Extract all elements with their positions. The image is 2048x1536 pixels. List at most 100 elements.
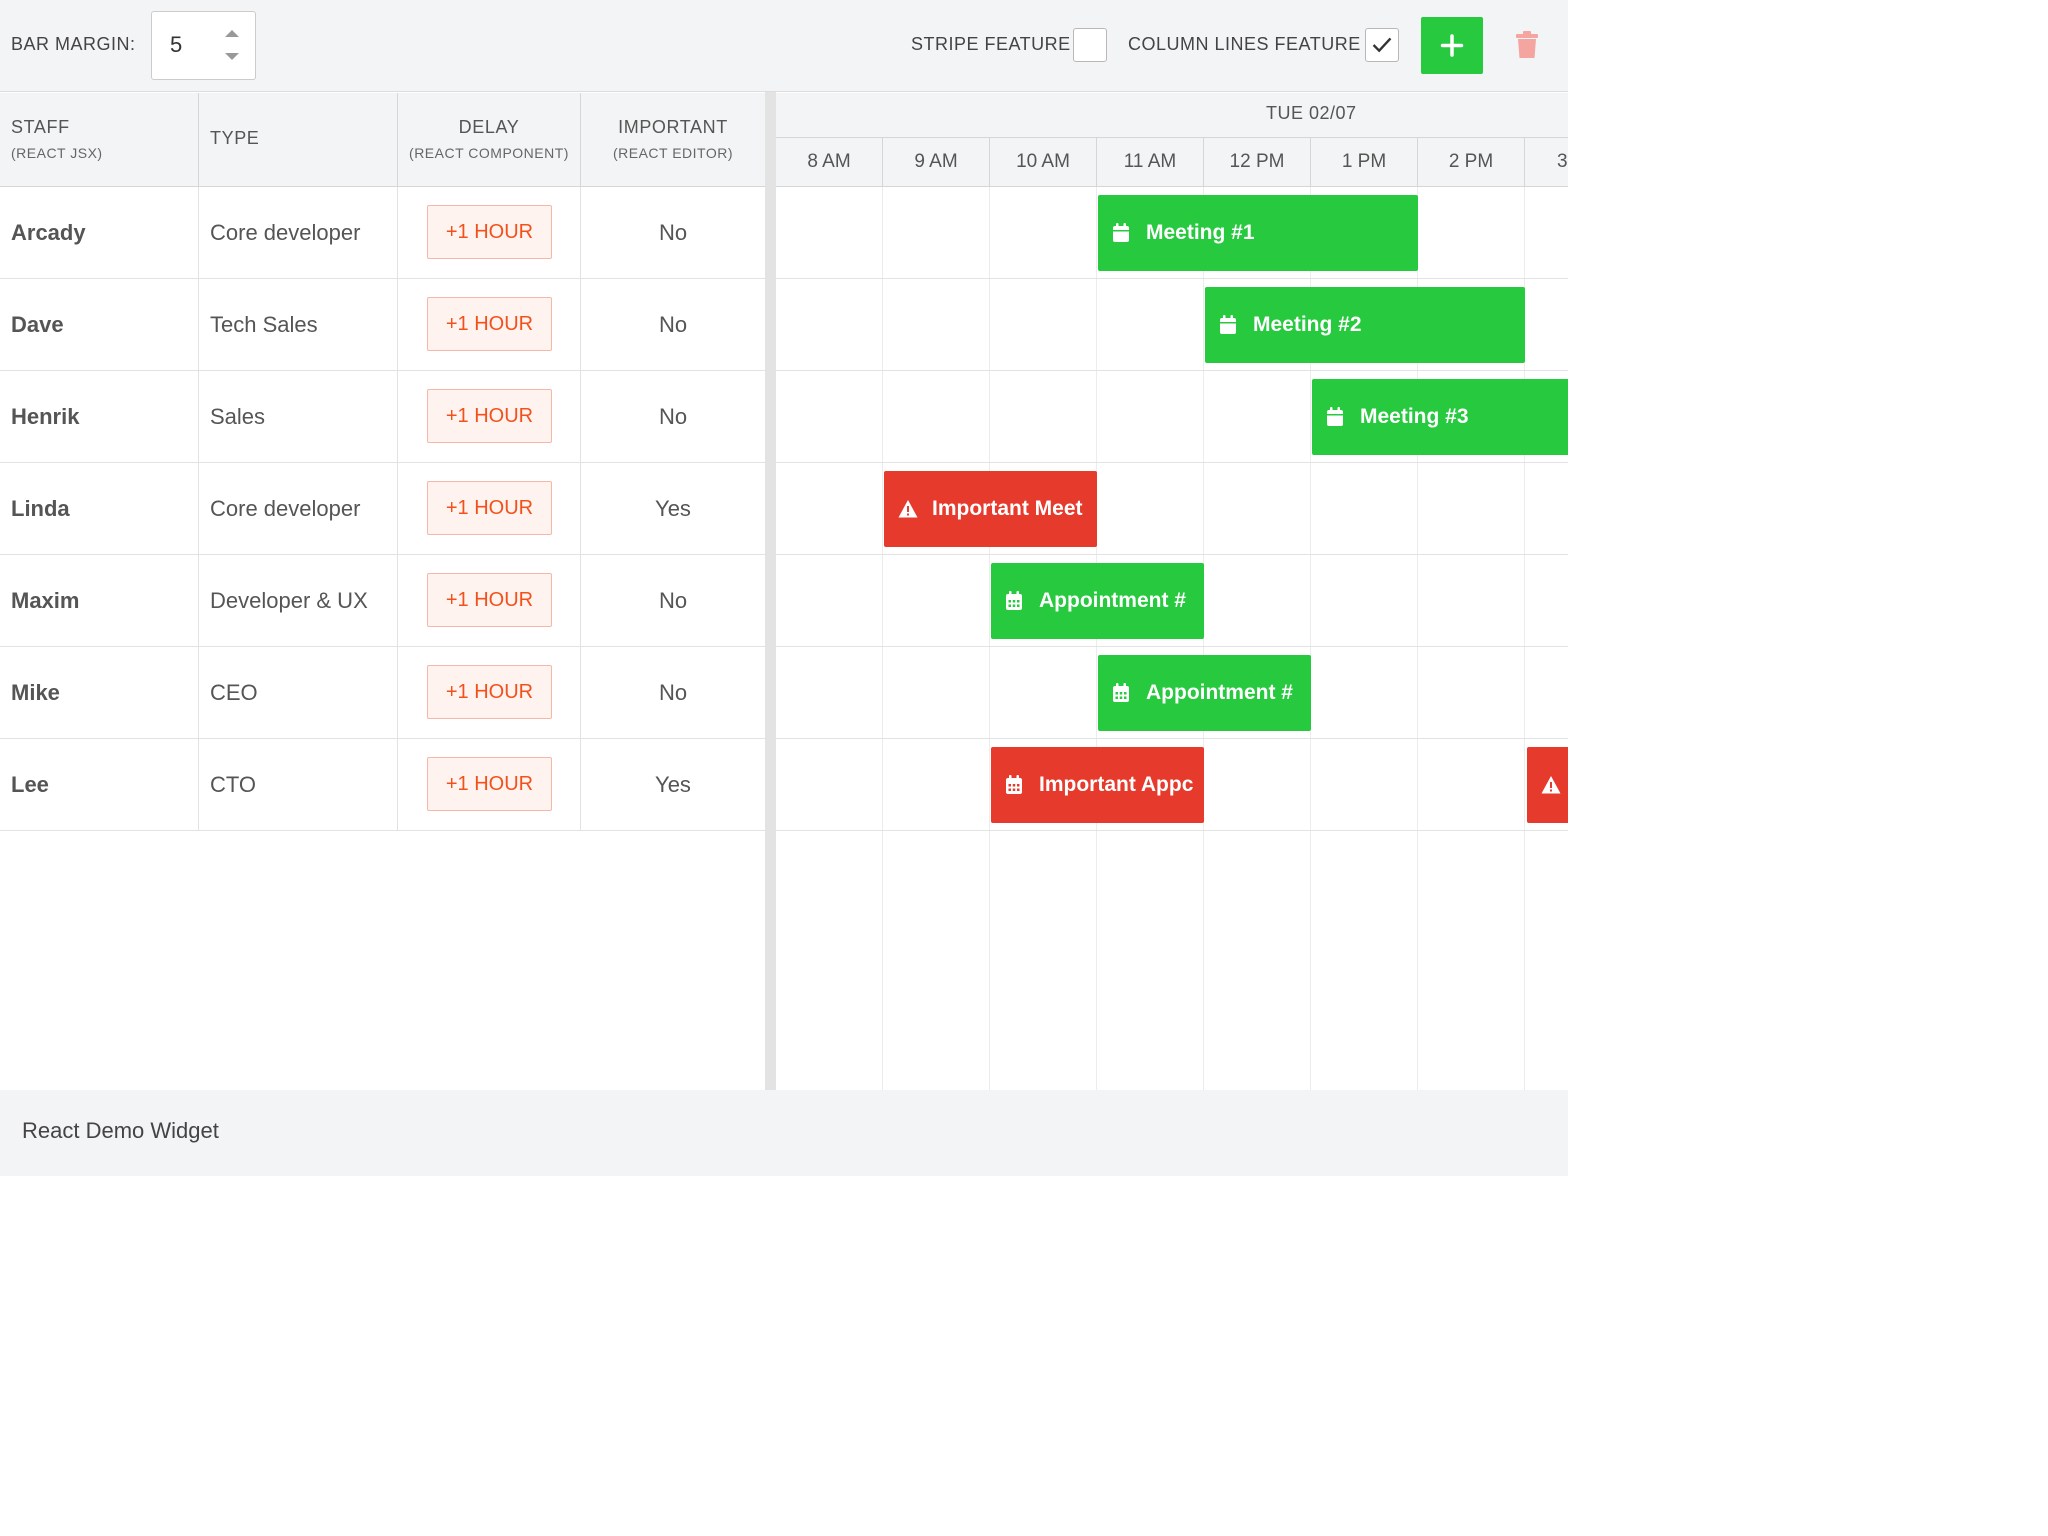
footer: React Demo Widget	[0, 1090, 1568, 1176]
event-bar[interactable]: Appointment #	[1098, 655, 1311, 731]
column-lines-feature-checkbox[interactable]	[1365, 28, 1399, 62]
calendar-grid-icon	[1006, 775, 1022, 794]
grid-header: STAFF (REACT JSX) TYPE DELAY (REACT COMP…	[0, 93, 765, 187]
footer-title: React Demo Widget	[22, 1118, 219, 1143]
spin-up-icon[interactable]	[222, 26, 242, 40]
event-name: Appointment #	[1146, 681, 1293, 704]
delay-button[interactable]: +1 HOUR	[427, 573, 552, 627]
toolbar: BAR MARGIN: 5 STRIPE FEATURE COLUMN LINE…	[0, 0, 1568, 92]
add-event-button[interactable]	[1421, 17, 1483, 74]
column-line	[1310, 187, 1311, 1090]
timeline-row	[776, 463, 1568, 555]
event-name: Appointment #	[1039, 589, 1186, 612]
table-row[interactable]: Linda Core developer +1 HOUR Yes	[0, 463, 765, 555]
important-cell[interactable]: Yes	[655, 772, 691, 797]
calendar-icon	[1327, 407, 1343, 426]
column-line	[1524, 187, 1525, 1090]
column-header-important[interactable]: IMPORTANT (REACT EDITOR)	[581, 93, 765, 187]
bar-margin-value[interactable]: 5	[170, 32, 183, 57]
hour-header: 12 PM	[1204, 138, 1311, 186]
trash-icon[interactable]	[1514, 30, 1540, 60]
event-name: Important Meet	[932, 497, 1083, 520]
event-bar[interactable]	[1527, 747, 1568, 823]
table-row[interactable]: Mike CEO +1 HOUR No	[0, 647, 765, 739]
delay-button[interactable]: +1 HOUR	[427, 757, 552, 811]
timeline-body[interactable]: Meeting #1 Meeting #2 Meeting #3 Importa…	[776, 187, 1568, 1090]
staff-cell: Maxim	[11, 588, 80, 613]
event-bar[interactable]: Important Meet	[884, 471, 1097, 547]
event-bar[interactable]: Meeting #1	[1098, 195, 1418, 271]
event-name: Meeting #2	[1253, 313, 1362, 336]
column-lines-feature-label: COLUMN LINES FEATURE	[1128, 34, 1361, 54]
timeline-day-label: TUE 02/07	[1266, 103, 1357, 123]
staff-cell: Henrik	[11, 404, 80, 429]
event-name: Meeting #1	[1146, 221, 1255, 244]
hour-header: 9 AM	[883, 138, 990, 186]
type-cell: Core developer	[210, 496, 361, 521]
important-cell[interactable]: Yes	[655, 496, 691, 521]
hour-header: 3	[1557, 151, 1568, 172]
column-header-type[interactable]: TYPE	[199, 93, 398, 187]
event-name: Important Appc	[1039, 773, 1194, 796]
grid-splitter[interactable]	[765, 92, 776, 1090]
delay-button[interactable]: +1 HOUR	[427, 665, 552, 719]
warning-icon	[898, 500, 918, 518]
timeline-row	[776, 279, 1568, 371]
hour-header: 8 AM	[776, 138, 883, 186]
hour-header: 1 PM	[1311, 138, 1418, 186]
type-cell: Core developer	[210, 220, 361, 245]
delay-button[interactable]: +1 HOUR	[427, 205, 552, 259]
event-bar[interactable]: Appointment #	[991, 563, 1204, 639]
timeline-row	[776, 371, 1568, 463]
column-divider	[397, 187, 398, 830]
spin-down-icon[interactable]	[222, 50, 242, 64]
staff-cell: Mike	[11, 680, 60, 705]
grid-body: Arcady Core developer +1 HOUR No Dave Te…	[0, 187, 765, 1090]
important-cell[interactable]: No	[658, 220, 688, 245]
important-cell[interactable]: No	[658, 588, 688, 613]
timeline-row	[776, 555, 1568, 647]
column-header-delay[interactable]: DELAY (REACT COMPONENT)	[398, 93, 581, 187]
hour-header: 11 AM	[1097, 138, 1204, 186]
type-cell: CTO	[210, 772, 257, 797]
table-row[interactable]: Dave Tech Sales +1 HOUR No	[0, 279, 765, 371]
table-row[interactable]: Lee CTO +1 HOUR Yes	[0, 739, 765, 831]
staff-cell: Linda	[11, 496, 70, 521]
type-cell: Tech Sales	[210, 312, 318, 337]
important-cell[interactable]: No	[658, 312, 688, 337]
event-bar[interactable]: Important Appc	[991, 747, 1204, 823]
delay-button[interactable]: +1 HOUR	[427, 297, 552, 351]
event-bar[interactable]: Meeting #3	[1312, 379, 1568, 455]
plus-icon	[1440, 34, 1464, 57]
staff-cell: Lee	[11, 772, 49, 797]
timeline-header: TUE 02/07 8 AM 9 AM 10 AM 11 AM 12 PM 1 …	[776, 93, 1568, 187]
column-header-staff[interactable]: STAFF (REACT JSX)	[0, 93, 199, 187]
calendar-icon	[1113, 223, 1129, 242]
timeline-row	[776, 739, 1568, 831]
type-cell: Sales	[210, 404, 266, 429]
important-header-title: IMPORTANT	[618, 117, 728, 137]
delay-header-subtitle: (REACT COMPONENT)	[409, 145, 569, 161]
table-row[interactable]: Arcady Core developer +1 HOUR No	[0, 187, 765, 279]
timeline-hours: 8 AM 9 AM 10 AM 11 AM 12 PM 1 PM 2 PM 3	[776, 137, 1568, 186]
delay-button[interactable]: +1 HOUR	[427, 389, 552, 443]
hour-header: 2 PM	[1418, 138, 1525, 186]
checkmark-icon	[1372, 37, 1392, 53]
calendar-grid-icon	[1113, 683, 1129, 702]
warning-icon	[1541, 776, 1561, 794]
column-line	[989, 187, 990, 1090]
important-cell[interactable]: No	[658, 680, 688, 705]
delay-button[interactable]: +1 HOUR	[427, 481, 552, 535]
timeline-row	[776, 647, 1568, 739]
important-cell[interactable]: No	[658, 404, 688, 429]
stripe-feature-checkbox[interactable]	[1073, 28, 1107, 62]
delay-header-title: DELAY	[458, 117, 520, 137]
staff-header-title: STAFF	[11, 117, 70, 137]
hour-header: 10 AM	[990, 138, 1097, 186]
column-line	[882, 187, 883, 1090]
event-bar[interactable]: Meeting #2	[1205, 287, 1525, 363]
staff-cell: Dave	[11, 312, 64, 337]
bar-margin-input[interactable]: 5	[151, 11, 256, 80]
table-row[interactable]: Henrik Sales +1 HOUR No	[0, 371, 765, 463]
table-row[interactable]: Maxim Developer & UX +1 HOUR No	[0, 555, 765, 647]
